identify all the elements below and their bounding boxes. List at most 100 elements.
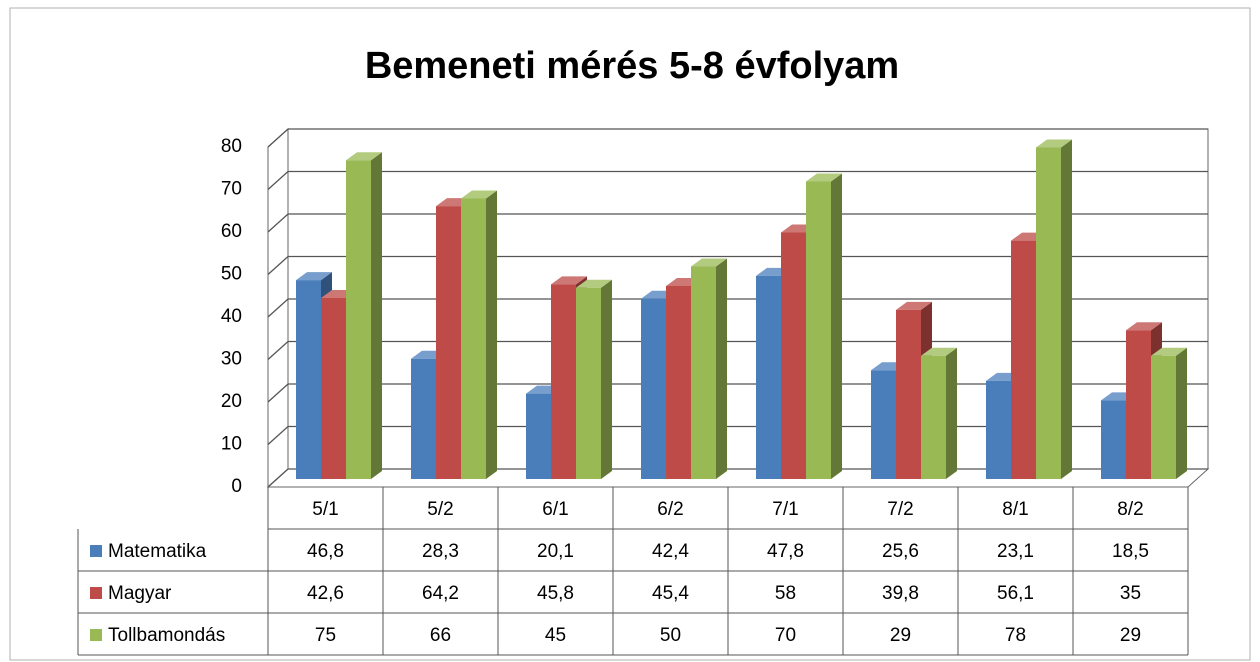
table-cell: 18,5 xyxy=(1112,541,1149,562)
table-cell: 42,6 xyxy=(307,583,344,604)
bar-face xyxy=(716,258,727,479)
legend-swatch xyxy=(90,587,102,599)
table-cell: 45,8 xyxy=(537,583,574,604)
bar-face xyxy=(1036,147,1061,479)
bar-face xyxy=(296,280,321,479)
bar-face xyxy=(871,370,896,479)
bar-face xyxy=(921,347,957,356)
bar-face xyxy=(1126,330,1151,479)
y-tick-label: 60 xyxy=(221,221,242,242)
bar-face xyxy=(1036,139,1072,148)
bar-face xyxy=(641,298,666,479)
table-cell: 20,1 xyxy=(537,541,574,562)
table-cell: 78 xyxy=(1005,625,1026,646)
bar-face xyxy=(576,287,601,479)
bar-face xyxy=(346,152,382,161)
bar-face xyxy=(551,276,587,285)
table-cell: 39,8 xyxy=(882,583,919,604)
table-cell: 75 xyxy=(315,625,336,646)
legend-label: Magyar xyxy=(108,583,172,604)
x-tick-label: 6/1 xyxy=(542,499,568,520)
bar xyxy=(461,190,497,479)
bar-face xyxy=(946,347,957,479)
x-tick-label: 8/2 xyxy=(1117,499,1143,520)
bar-face xyxy=(526,393,551,479)
bar-face xyxy=(1011,240,1036,479)
table-cell: 66 xyxy=(430,625,451,646)
table-cell: 58 xyxy=(775,583,796,604)
table-cell: 64,2 xyxy=(422,583,459,604)
y-tick-label: 40 xyxy=(221,306,242,327)
bar xyxy=(806,173,842,479)
bar xyxy=(346,152,382,479)
x-tick-label: 8/1 xyxy=(1002,499,1028,520)
bar-face xyxy=(781,232,806,479)
grid-line xyxy=(267,213,1208,233)
bar xyxy=(691,258,727,479)
y-tick-label: 50 xyxy=(221,264,242,285)
table-cell: 23,1 xyxy=(997,541,1034,562)
bar xyxy=(1036,139,1072,479)
bar-face xyxy=(756,275,781,479)
x-tick-label: 7/2 xyxy=(887,499,913,520)
bar-face xyxy=(1126,322,1162,331)
bar-face xyxy=(296,272,332,281)
bar-face xyxy=(691,266,716,479)
bar xyxy=(921,347,957,479)
chart-title: Bemeneti mérés 5-8 évfolyam xyxy=(365,45,899,87)
bar-face xyxy=(321,297,346,479)
y-tick-label: 70 xyxy=(221,179,242,200)
bar-face xyxy=(1151,355,1176,479)
table-cell: 25,6 xyxy=(882,541,919,562)
legend-label: Tollbamondás xyxy=(108,625,225,646)
bar-face xyxy=(896,309,921,479)
bar-face xyxy=(601,279,612,479)
x-tick-label: 5/1 xyxy=(312,499,338,520)
bar-face xyxy=(691,258,727,267)
bar-face xyxy=(986,380,1011,479)
table-cell: 45,4 xyxy=(652,583,689,604)
bar-face xyxy=(371,152,382,479)
y-tick-label: 20 xyxy=(221,391,242,412)
bar-face xyxy=(551,284,576,479)
x-tick-label: 6/2 xyxy=(657,499,683,520)
table-cell: 56,1 xyxy=(997,583,1034,604)
bar-face xyxy=(576,279,612,288)
table-cell: 42,4 xyxy=(652,541,689,562)
grid-line xyxy=(267,298,1208,318)
bar xyxy=(576,279,612,479)
table-cell: 35 xyxy=(1120,583,1141,604)
table-cell: 70 xyxy=(775,625,796,646)
bar-face xyxy=(486,190,497,479)
table-cell: 47,8 xyxy=(767,541,804,562)
legend-label: Matematika xyxy=(108,541,207,562)
bar-face xyxy=(1061,139,1072,479)
bar-face xyxy=(436,206,461,479)
grid-line xyxy=(267,170,1208,190)
table-cell: 29 xyxy=(1120,625,1141,646)
bar-face xyxy=(411,358,436,479)
bar-face xyxy=(666,286,691,479)
bar-face xyxy=(461,190,497,199)
table-cell: 46,8 xyxy=(307,541,344,562)
y-tick-label: 80 xyxy=(221,136,242,157)
bar-face xyxy=(461,198,486,479)
bar xyxy=(1151,347,1187,479)
table-cell: 45 xyxy=(545,625,566,646)
bar-face xyxy=(921,355,946,479)
bar-face xyxy=(346,160,371,479)
legend-swatch xyxy=(90,545,102,557)
bar-face xyxy=(896,301,932,310)
x-tick-label: 7/1 xyxy=(772,499,798,520)
y-tick-label: 0 xyxy=(231,476,242,497)
table-cell: 50 xyxy=(660,625,681,646)
bar-face xyxy=(831,173,842,479)
grid-line xyxy=(267,255,1208,275)
bar-face xyxy=(806,173,842,182)
table-cell: 28,3 xyxy=(422,541,459,562)
grid-line xyxy=(267,128,1208,148)
bar-face xyxy=(1151,347,1187,356)
bar-face xyxy=(806,181,831,479)
table-cell: 29 xyxy=(890,625,911,646)
